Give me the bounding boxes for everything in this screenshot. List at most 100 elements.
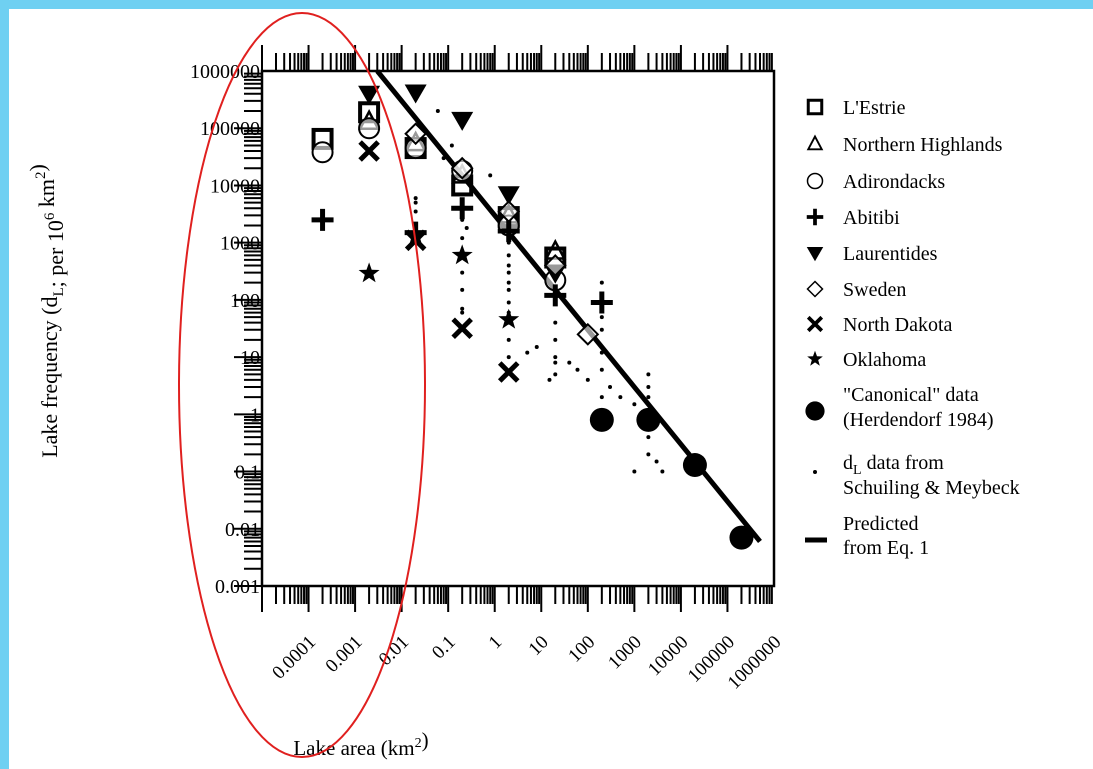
legend-entry: Abitibi bbox=[806, 207, 900, 229]
legend-marker bbox=[806, 315, 824, 333]
legend-marker bbox=[806, 172, 824, 190]
point-dot bbox=[654, 459, 659, 464]
point-diamond-open bbox=[543, 254, 567, 277]
point-dot bbox=[460, 236, 465, 241]
point-dot bbox=[599, 367, 604, 372]
point-dot bbox=[435, 108, 440, 113]
point-dot bbox=[534, 345, 539, 350]
y-tick-label: 1000000 bbox=[190, 61, 260, 83]
point-circle-filled bbox=[682, 453, 707, 478]
point-dot bbox=[646, 452, 651, 457]
point-diamond-open bbox=[450, 156, 474, 180]
point-dot bbox=[553, 360, 558, 365]
point-dot bbox=[599, 327, 604, 332]
point-dot bbox=[460, 253, 465, 258]
point-diamond-open bbox=[576, 322, 600, 346]
point-dot bbox=[460, 217, 465, 222]
point-dot bbox=[608, 385, 613, 390]
legend-label: Adirondacks bbox=[843, 171, 945, 193]
point-dot bbox=[660, 469, 665, 474]
point-dot bbox=[599, 350, 604, 355]
legend-label: Laurentides bbox=[843, 243, 938, 265]
legend-marker bbox=[806, 280, 824, 298]
y-tick-label: 0.01 bbox=[225, 519, 260, 541]
highlight-ellipse bbox=[178, 12, 426, 758]
x-tick-label: 100 bbox=[564, 632, 599, 667]
point-dot bbox=[632, 402, 637, 407]
lake-frequency-chart: 0.0001 0.001 0.01 0.1 1 10 100 1000100001000001… bbox=[25, 12, 1020, 760]
point-dot bbox=[413, 200, 418, 205]
point-dot bbox=[464, 226, 469, 231]
point-dot bbox=[599, 345, 604, 350]
point-dot bbox=[575, 367, 580, 372]
x-tick-label: 1 bbox=[485, 632, 507, 654]
point-dot bbox=[460, 306, 465, 311]
x-tick-label: 1000 bbox=[604, 632, 646, 674]
x-tick-label: 0.001 bbox=[322, 632, 367, 677]
legend-entry: Oklahoma bbox=[807, 349, 926, 371]
point-star bbox=[358, 262, 380, 283]
legend-label: dL data from bbox=[843, 452, 944, 478]
x-tick-labels: 0.0001 0.001 0.01 0.1 1 10 100 1000100001000001… bbox=[268, 632, 785, 694]
point-dot bbox=[553, 287, 558, 292]
point-plus bbox=[497, 219, 520, 242]
y-tick-label: 10 bbox=[240, 347, 260, 369]
point-dot bbox=[618, 395, 623, 400]
legend-label: Abitibi bbox=[843, 207, 900, 229]
point-dot bbox=[525, 350, 530, 355]
legend-label: Northern Highlands bbox=[843, 134, 1003, 156]
legend-marker bbox=[805, 401, 825, 421]
point-triangle-down-filled bbox=[451, 111, 474, 131]
legend-entry-canonical: "Canonical" data (Herdendorf 1984) bbox=[805, 384, 994, 431]
plot-axes bbox=[234, 45, 776, 612]
point-plus bbox=[590, 291, 613, 314]
point-star bbox=[498, 308, 520, 329]
legend-marker bbox=[813, 470, 817, 474]
point-diamond-open bbox=[404, 122, 428, 146]
point-dot bbox=[646, 372, 651, 377]
point-dot bbox=[413, 196, 418, 201]
point-dot bbox=[553, 337, 558, 342]
point-triangle-down-filled bbox=[497, 186, 520, 206]
point-dot bbox=[567, 360, 572, 365]
point-circle-open bbox=[358, 117, 381, 140]
point-dot bbox=[413, 209, 418, 214]
point-dot bbox=[506, 310, 511, 315]
point-x bbox=[358, 140, 380, 162]
point-star bbox=[405, 225, 427, 245]
point-dot bbox=[646, 395, 651, 400]
point-dot bbox=[599, 395, 604, 400]
point-diamond-open bbox=[497, 200, 521, 223]
legend-label: Oklahoma bbox=[843, 349, 926, 371]
point-dot bbox=[460, 287, 465, 292]
point-dot bbox=[506, 300, 511, 305]
point-dot bbox=[599, 297, 604, 302]
point-dot bbox=[632, 469, 637, 474]
point-x bbox=[451, 317, 473, 339]
legend-label: (Herdendorf 1984) bbox=[843, 409, 994, 431]
x-tick-label: 10 bbox=[525, 632, 553, 660]
legend-entry: North Dakota bbox=[806, 314, 953, 336]
x-tick-label: 0.01 bbox=[375, 632, 413, 670]
x-tick-label: 0.0001 bbox=[268, 632, 320, 684]
point-dot bbox=[460, 213, 465, 218]
point-circle-filled bbox=[589, 407, 614, 432]
point-dot bbox=[506, 355, 511, 360]
point-dot bbox=[553, 355, 558, 360]
legend-entry: Adirondacks bbox=[806, 171, 945, 193]
x-tick-label: 0.1 bbox=[428, 632, 460, 664]
y-tick-label: 10000 bbox=[210, 175, 260, 197]
point-dot bbox=[506, 280, 511, 285]
legend-entry: Laurentides bbox=[806, 243, 938, 265]
point-circle-filled bbox=[636, 407, 661, 432]
y-tick-label: 100000 bbox=[200, 118, 260, 140]
point-circle-filled bbox=[729, 525, 754, 550]
y-tick-label: 0.001 bbox=[215, 576, 260, 598]
point-triangle-down-filled bbox=[404, 84, 427, 104]
point-dot bbox=[449, 143, 454, 148]
point-dot bbox=[585, 377, 590, 382]
y-tick-label: 1 bbox=[250, 404, 260, 426]
point-dot bbox=[506, 270, 511, 275]
